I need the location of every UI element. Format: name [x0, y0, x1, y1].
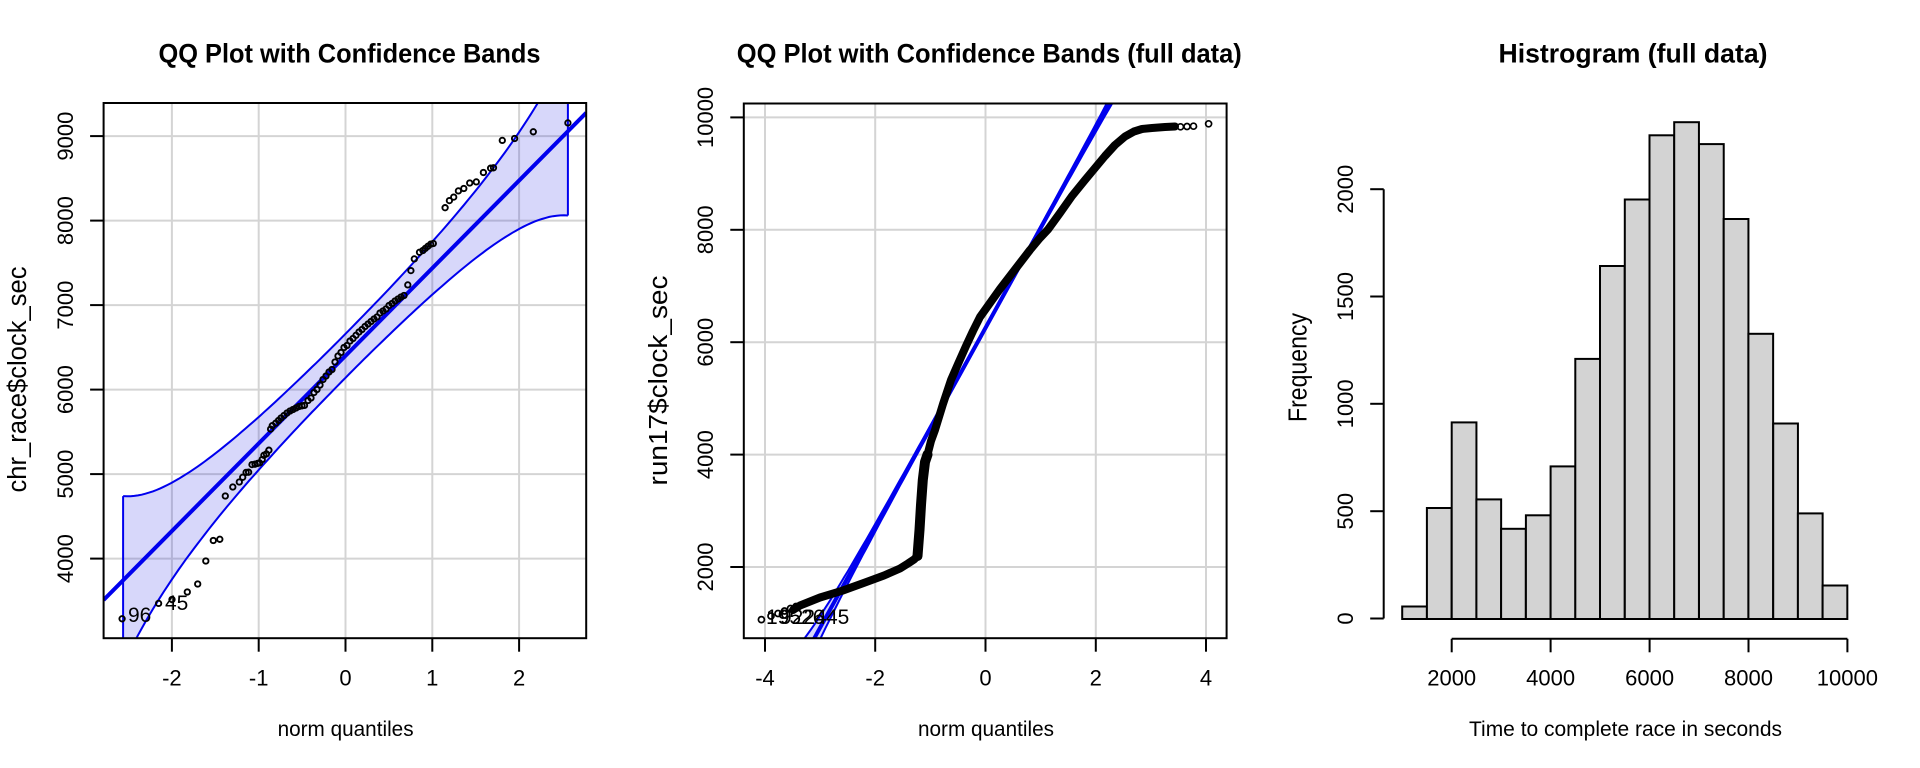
- svg-text:2: 2: [1090, 666, 1102, 691]
- svg-text:8000: 8000: [1724, 666, 1773, 691]
- svg-text:4: 4: [1200, 666, 1212, 691]
- svg-text:6000: 6000: [53, 365, 78, 414]
- svg-text:2000: 2000: [1333, 165, 1358, 214]
- svg-text:Time to complete race in secon: Time to complete race in seconds: [1469, 717, 1782, 741]
- svg-text:10000: 10000: [1817, 666, 1878, 691]
- svg-text:1000: 1000: [1333, 379, 1358, 428]
- svg-text:6000: 6000: [693, 318, 718, 367]
- svg-text:-2: -2: [162, 666, 182, 691]
- svg-text:1: 1: [426, 666, 438, 691]
- svg-text:run17$clock_sec: run17$clock_sec: [645, 275, 673, 485]
- svg-text:0: 0: [339, 666, 351, 691]
- svg-text:norm quantiles: norm quantiles: [278, 717, 414, 741]
- svg-text:QQ Plot with Confidence Bands: QQ Plot with Confidence Bands: [159, 39, 541, 69]
- svg-text:5000: 5000: [53, 450, 78, 499]
- svg-text:19526: 19526: [766, 606, 824, 629]
- svg-text:8000: 8000: [693, 205, 718, 254]
- svg-text:9000: 9000: [53, 112, 78, 161]
- svg-text:0: 0: [979, 666, 991, 691]
- svg-text:96: 96: [128, 604, 151, 627]
- svg-text:9224: 9224: [780, 606, 827, 629]
- svg-text:QQ Plot with Confidence Bands: QQ Plot with Confidence Bands (full data…: [737, 39, 1242, 69]
- svg-text:10000: 10000: [693, 87, 718, 148]
- svg-text:Frequency: Frequency: [1285, 313, 1313, 422]
- svg-text:4000: 4000: [1526, 666, 1575, 691]
- svg-text:8000: 8000: [53, 196, 78, 245]
- svg-text:2000: 2000: [1427, 666, 1476, 691]
- svg-text:1500: 1500: [1333, 272, 1358, 321]
- svg-text:2000: 2000: [693, 543, 718, 592]
- svg-text:norm quantiles: norm quantiles: [918, 717, 1054, 741]
- svg-text:Histrogram (full data): Histrogram (full data): [1499, 39, 1768, 69]
- svg-text:-1: -1: [249, 666, 269, 691]
- svg-text:2: 2: [513, 666, 525, 691]
- svg-text:45: 45: [826, 606, 849, 629]
- svg-text:-2: -2: [865, 666, 885, 691]
- svg-text:7000: 7000: [53, 281, 78, 330]
- svg-text:4000: 4000: [693, 430, 718, 479]
- svg-text:chr_race$clock_sec: chr_race$clock_sec: [4, 266, 32, 492]
- svg-text:45: 45: [165, 592, 188, 615]
- svg-text:0: 0: [1333, 612, 1358, 624]
- svg-text:500: 500: [1333, 493, 1358, 530]
- svg-text:6000: 6000: [1625, 666, 1674, 691]
- svg-text:-4: -4: [755, 666, 775, 691]
- svg-text:4000: 4000: [53, 534, 78, 583]
